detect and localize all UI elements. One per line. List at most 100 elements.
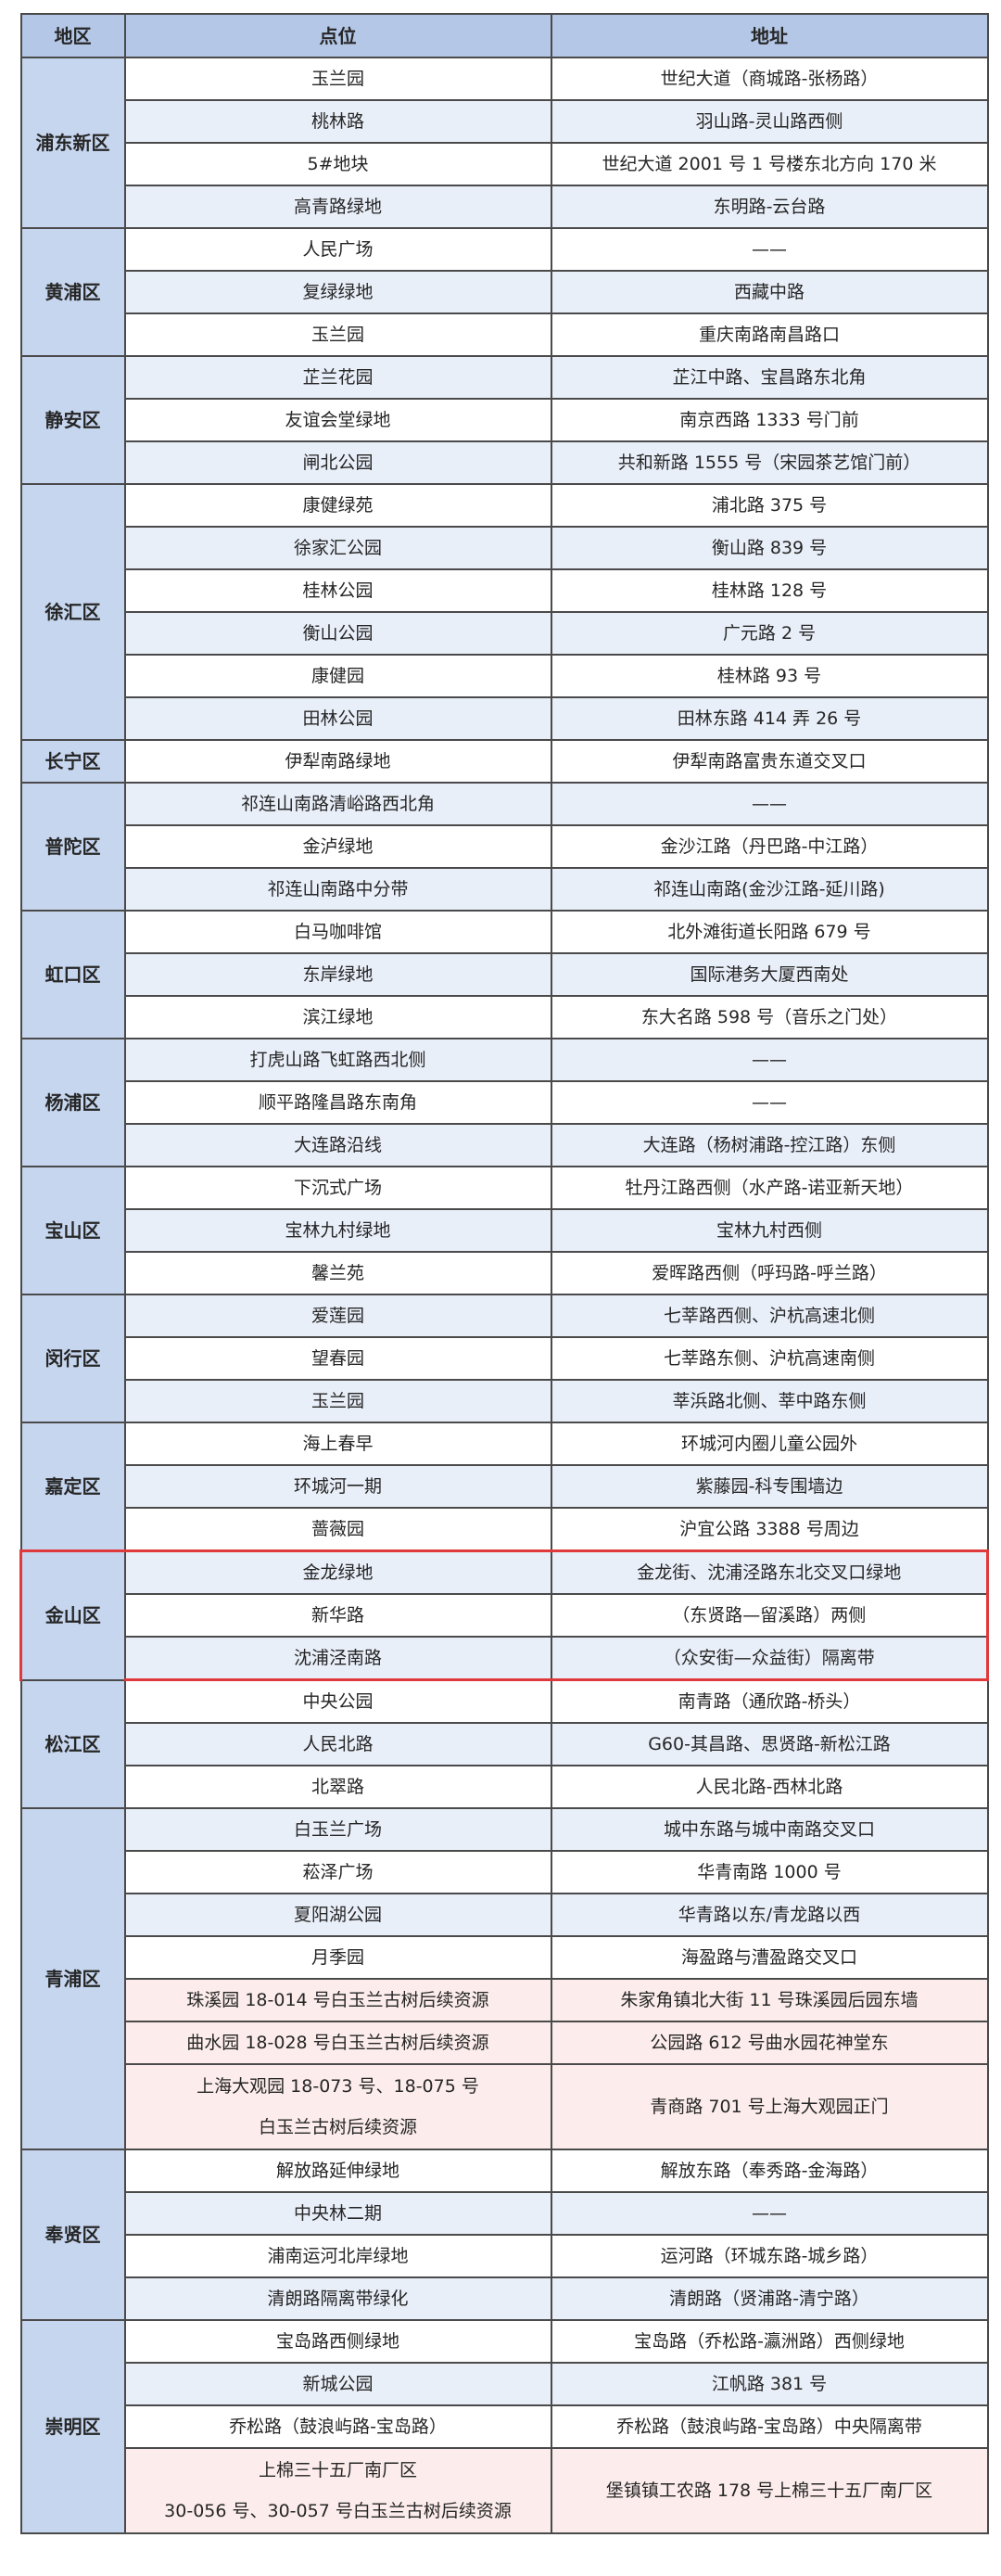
district-cell: 宝山区 xyxy=(19,1166,126,1295)
table-row: 崇明区 宝岛路西侧绿地 宝岛路（乔松路-瀛洲路）西侧绿地 xyxy=(19,2319,989,2534)
address-cell: 重庆南路南昌路口 xyxy=(550,312,989,357)
header-address: 地址 xyxy=(550,13,989,58)
point-cell: 月季园 xyxy=(123,1935,552,1980)
table-row: 乔松路（鼓浪屿路-宝岛路） 乔松路（鼓浪屿路-宝岛路）中央隔离带 xyxy=(21,2404,989,2449)
table-row: 夏阳湖公园 华青路以东/青龙路以西 xyxy=(21,1893,989,1937)
table-row: 滨江绿地 东大名路 598 号（音乐之门处） xyxy=(21,995,989,1039)
table-row: 长宁区 伊犁南路绿地 伊犁南路富贵东道交叉口 xyxy=(19,739,989,784)
address-cell: 金沙江路（丹巴路-中江路） xyxy=(550,824,989,869)
district-cell: 徐汇区 xyxy=(19,483,126,741)
address-cell: —— xyxy=(550,1038,989,1082)
address-cell: 衡山路 839 号 xyxy=(550,526,989,570)
address-cell: 东大名路 598 号（音乐之门处） xyxy=(550,995,989,1039)
table-row: 宝山区 下沉式广场 牡丹江路西侧（水产路-诺亚新天地） xyxy=(19,1166,989,1295)
table-row: 北翠路 人民北路-西林北路 xyxy=(21,1765,989,1809)
point-cell: 复绿绿地 xyxy=(123,270,552,314)
district-cell: 金山区 xyxy=(19,1549,126,1681)
table-row: 青浦区 白玉兰广场 城中东路与城中南路交叉口 xyxy=(19,1807,989,2150)
table-row: 中央林二期 —— xyxy=(21,2191,989,2236)
table-row: 新华路 （东贤路—留溪路）两侧 xyxy=(21,1593,989,1638)
table-row: 人民北路 G60-其昌路、思贤路-新松江路 xyxy=(21,1722,989,1766)
point-cell: 玉兰园 xyxy=(123,1379,552,1423)
table-row: 蔷薇园 沪宜公路 3388 号周边 xyxy=(21,1507,989,1552)
table-row: 沈浦泾南路 （众安街—众益街）隔离带 xyxy=(21,1636,989,1681)
address-cell: 北外滩街道长阳路 679 号 xyxy=(550,910,989,954)
address-cell: 宝岛路（乔松路-瀛洲路）西侧绿地 xyxy=(550,2319,989,2364)
point-cell: 望春园 xyxy=(123,1336,552,1381)
table-row: 桂林公园 桂林路 128 号 xyxy=(21,568,989,613)
point-cell: 滨江绿地 xyxy=(123,995,552,1039)
table-row: 田林公园 田林东路 414 弄 26 号 xyxy=(21,696,989,741)
table-row: 玉兰园 莘浜路北侧、莘中路东侧 xyxy=(21,1379,989,1423)
table-row: 徐汇区 康健绿苑 浦北路 375 号 xyxy=(19,483,989,741)
point-cell: 衡山公园 xyxy=(123,611,552,656)
address-cell: —— xyxy=(550,782,989,826)
point-cell: 宝岛路西侧绿地 xyxy=(123,2319,552,2364)
address-cell: 羽山路-灵山路西侧 xyxy=(550,99,989,144)
point-cell: 环城河一期 xyxy=(123,1464,552,1509)
table-row: 闵行区 爱莲园 七莘路西侧、沪杭高速北侧 xyxy=(19,1294,989,1423)
district-cell: 普陀区 xyxy=(19,782,126,912)
table-row: 望春园 七莘路东侧、沪杭高速南侧 xyxy=(21,1336,989,1381)
point-cell: 浦南运河北岸绿地 xyxy=(123,2234,552,2278)
point-cell: 白马咖啡馆 xyxy=(123,910,552,954)
point-cell: 玉兰园 xyxy=(123,57,552,101)
address-cell: 乔松路（鼓浪屿路-宝岛路）中央隔离带 xyxy=(550,2404,989,2449)
point-cell: 金龙绿地 xyxy=(123,1549,552,1595)
point-cell: 宝林九村绿地 xyxy=(123,1208,552,1253)
table-row: 玉兰园 重庆南路南昌路口 xyxy=(21,312,989,357)
address-cell: 东明路-云台路 xyxy=(550,185,989,229)
point-cell: 5#地块 xyxy=(123,142,552,186)
point-cell: 中央林二期 xyxy=(123,2191,552,2236)
greenspace-locations-table: 地区 点位 地址 浦东新区 玉兰园 世纪大道（商城路-张杨路） 桃林路 羽山路-灵山路西… xyxy=(19,13,989,2534)
point-cell: 高青路绿地 xyxy=(123,185,552,229)
table-row: 新城公园 江帆路 381 号 xyxy=(21,2362,989,2406)
point-cell: 爱莲园 xyxy=(123,1294,552,1338)
table-row: 杨浦区 打虎山路飞虹路西北侧 —— xyxy=(19,1038,989,1167)
point-cell: 东岸绿地 xyxy=(123,952,552,997)
address-cell: 祁连山南路(金沙江路-延川路) xyxy=(550,867,989,912)
district-cell: 嘉定区 xyxy=(19,1422,126,1552)
table-row: 静安区 芷兰花园 芷江中路、宝昌路东北角 xyxy=(19,355,989,485)
address-cell: 城中东路与城中南路交叉口 xyxy=(550,1807,989,1852)
table-row: 月季园 海盈路与漕盈路交叉口 xyxy=(21,1935,989,1980)
point-cell: 田林公园 xyxy=(123,696,552,741)
point-cell: 友谊会堂绿地 xyxy=(123,398,552,442)
table-row: 上棉三十五厂南厂区 30-056 号、30-057 号白玉兰古树后续资源 堡镇镇工… xyxy=(21,2447,989,2534)
address-cell: —— xyxy=(550,227,989,272)
table-body: 浦东新区 玉兰园 世纪大道（商城路-张杨路） 桃林路 羽山路-灵山路西侧 5#地块 世纪大道… xyxy=(19,57,989,2534)
address-cell: 宝林九村西侧 xyxy=(550,1208,989,1253)
point-cell: 打虎山路飞虹路西北侧 xyxy=(123,1038,552,1082)
address-cell: 华青南路 1000 号 xyxy=(550,1850,989,1894)
point-cell: 新城公园 xyxy=(123,2362,552,2406)
district-cell: 虹口区 xyxy=(19,910,126,1039)
address-cell: 桂林路 128 号 xyxy=(550,568,989,613)
address-cell: 金龙街、沈浦泾路东北交叉口绿地 xyxy=(550,1549,989,1595)
address-cell: 广元路 2 号 xyxy=(550,611,989,656)
point-cell: 解放路延伸绿地 xyxy=(123,2149,552,2193)
district-cell: 松江区 xyxy=(19,1678,126,1809)
district-cell: 浦东新区 xyxy=(19,57,126,229)
point-cell: 徐家汇公园 xyxy=(123,526,552,570)
table-row: 大连路沿线 大连路（杨树浦路-控江路）东侧 xyxy=(21,1123,989,1167)
address-cell: 华青路以东/青龙路以西 xyxy=(550,1893,989,1937)
table-row: 普陀区 祁连山南路清峪路西北角 —— xyxy=(19,782,989,912)
address-cell: 南青路（通欣路-桥头） xyxy=(550,1678,989,1724)
point-cell: 乔松路（鼓浪屿路-宝岛路） xyxy=(123,2404,552,2449)
point-cell: 人民广场 xyxy=(123,227,552,272)
table-row: 奉贤区 解放路延伸绿地 解放东路（奉秀路-金海路） xyxy=(19,2149,989,2321)
address-cell: 沪宜公路 3388 号周边 xyxy=(550,1507,989,1552)
point-cell: 上棉三十五厂南厂区 30-056 号、30-057 号白玉兰古树后续资源 xyxy=(123,2447,552,2534)
address-cell: —— xyxy=(550,1080,989,1125)
point-cell: 中央公园 xyxy=(123,1678,552,1724)
point-cell: 闸北公园 xyxy=(123,440,552,485)
address-cell: 人民北路-西林北路 xyxy=(550,1765,989,1809)
address-cell: 世纪大道（商城路-张杨路） xyxy=(550,57,989,101)
address-cell: G60-其昌路、思贤路-新松江路 xyxy=(550,1722,989,1766)
point-cell: 桂林公园 xyxy=(123,568,552,613)
district-cell: 静安区 xyxy=(19,355,126,485)
point-cell: 菘泽广场 xyxy=(123,1850,552,1894)
address-cell: 清朗路（贤浦路-清宁路） xyxy=(550,2276,989,2321)
point-cell: 祁连山南路清峪路西北角 xyxy=(123,782,552,826)
address-cell: 七莘路东侧、沪杭高速南侧 xyxy=(550,1336,989,1381)
